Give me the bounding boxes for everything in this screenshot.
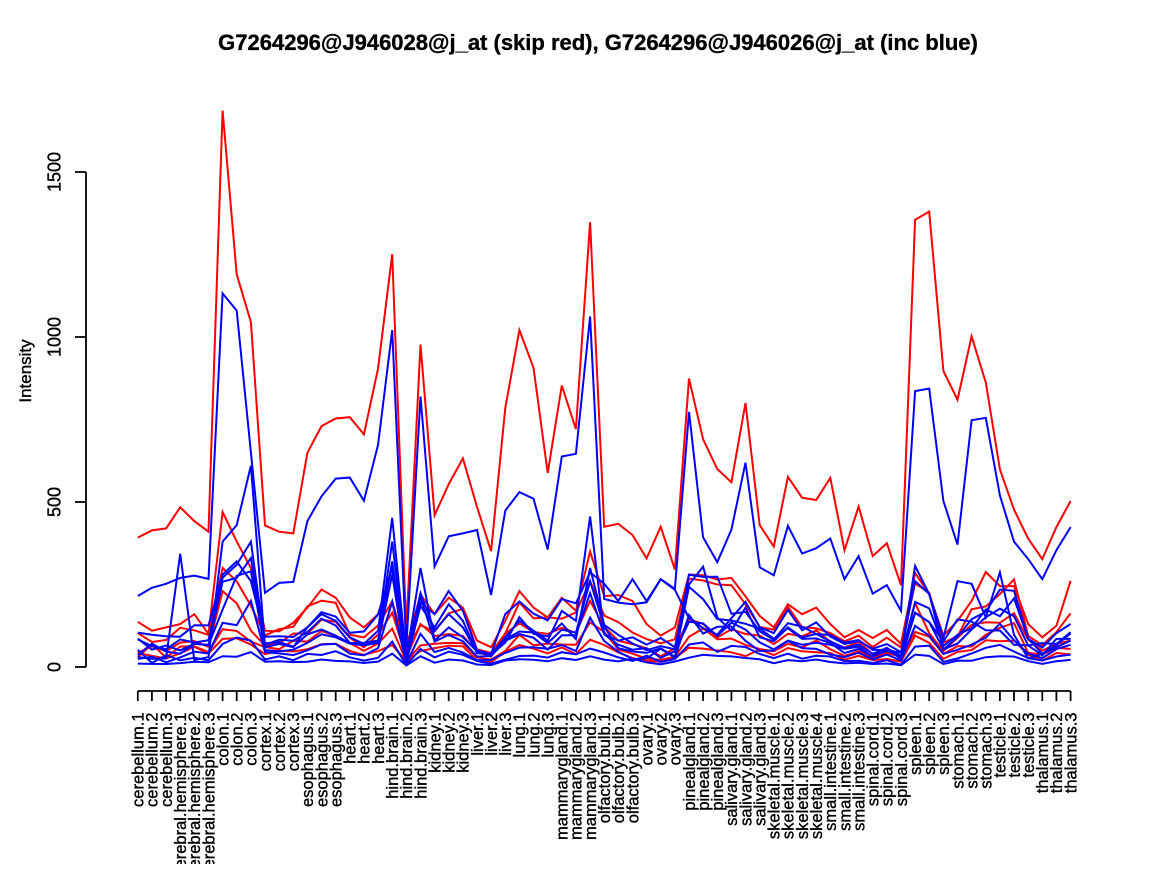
svg-text:stomach.3: stomach.3	[978, 713, 996, 789]
svg-text:kidney.2: kidney.2	[440, 713, 458, 773]
svg-text:mammarygland.2: mammarygland.2	[568, 713, 586, 840]
svg-text:hind.brain.2: hind.brain.2	[398, 713, 416, 799]
svg-text:1500: 1500	[44, 152, 64, 192]
svg-text:1000: 1000	[44, 317, 64, 357]
svg-text:lung.1: lung.1	[511, 713, 529, 758]
svg-text:mammarygland.3: mammarygland.3	[582, 713, 600, 840]
svg-text:olfactory.bulb.1: olfactory.bulb.1	[596, 713, 614, 824]
svg-text:lung.3: lung.3	[539, 713, 557, 758]
svg-text:lung.2: lung.2	[525, 713, 543, 758]
svg-text:heart.2: heart.2	[356, 713, 374, 764]
svg-text:stomach.2: stomach.2	[963, 713, 981, 789]
svg-text:cortex.1: cortex.1	[257, 713, 275, 772]
svg-text:hind.brain.1: hind.brain.1	[384, 713, 402, 799]
svg-text:liver.1: liver.1	[469, 713, 487, 756]
svg-text:esophagus.1: esophagus.1	[299, 713, 317, 808]
svg-text:small.intestine.2: small.intestine.2	[836, 713, 854, 831]
svg-text:heart.3: heart.3	[370, 713, 388, 764]
svg-text:thalamus.3: thalamus.3	[1062, 713, 1080, 794]
svg-text:500: 500	[44, 487, 64, 517]
svg-text:pinealgland.1: pinealgland.1	[681, 713, 699, 811]
svg-text:G7264296@J946028@j_at (skip re: G7264296@J946028@j_at (skip red), G72642…	[218, 30, 978, 55]
svg-text:esophagus.3: esophagus.3	[327, 713, 345, 808]
svg-text:kidney.1: kidney.1	[426, 713, 444, 773]
svg-text:cerebellum.2: cerebellum.2	[144, 713, 162, 807]
svg-text:kidney.3: kidney.3	[455, 713, 473, 773]
svg-text:cerebral.hemisphere.1: cerebral.hemisphere.1	[172, 713, 190, 865]
svg-text:small.intestine.3: small.intestine.3	[850, 713, 868, 831]
svg-text:hind.brain.3: hind.brain.3	[412, 713, 430, 799]
svg-text:spleen.2: spleen.2	[921, 713, 939, 775]
svg-text:olfactory.bulb.2: olfactory.bulb.2	[610, 713, 628, 824]
svg-text:skeletal.muscle.4: skeletal.muscle.4	[808, 713, 826, 840]
svg-text:heart.1: heart.1	[342, 713, 360, 764]
svg-text:liver.3: liver.3	[497, 713, 515, 756]
svg-text:spleen.3: spleen.3	[935, 713, 953, 775]
svg-text:testicle.1: testicle.1	[992, 713, 1010, 778]
svg-text:cortex.3: cortex.3	[285, 713, 303, 772]
svg-text:salivary.gland.1: salivary.gland.1	[723, 713, 741, 826]
svg-text:liver.2: liver.2	[483, 713, 501, 756]
svg-text:spleen.1: spleen.1	[907, 713, 925, 775]
svg-text:cerebral.hemisphere.3: cerebral.hemisphere.3	[200, 713, 218, 865]
svg-text:0: 0	[44, 662, 64, 672]
svg-text:thalamus.1: thalamus.1	[1034, 713, 1052, 794]
svg-text:skeletal.muscle.2: skeletal.muscle.2	[780, 713, 798, 840]
svg-text:ovary.1: ovary.1	[638, 713, 656, 766]
svg-text:testicle.3: testicle.3	[1020, 713, 1038, 778]
svg-text:colon.3: colon.3	[243, 713, 261, 766]
svg-text:salivary.gland.2: salivary.gland.2	[737, 713, 755, 826]
svg-text:stomach.1: stomach.1	[949, 713, 967, 789]
svg-text:cerebral.hemisphere.2: cerebral.hemisphere.2	[186, 713, 204, 865]
svg-text:pinealgland.3: pinealgland.3	[709, 713, 727, 811]
svg-text:thalamus.2: thalamus.2	[1048, 713, 1066, 794]
svg-text:mammarygland.1: mammarygland.1	[554, 713, 572, 840]
svg-text:cerebellum.3: cerebellum.3	[158, 713, 176, 807]
svg-text:Intensity: Intensity	[16, 339, 35, 403]
svg-text:salivary.gland.3: salivary.gland.3	[751, 713, 769, 826]
svg-text:esophagus.2: esophagus.2	[313, 713, 331, 808]
svg-text:spinal.cord.2: spinal.cord.2	[879, 713, 897, 807]
svg-text:spinal.cord.1: spinal.cord.1	[864, 713, 882, 807]
svg-text:cortex.2: cortex.2	[271, 713, 289, 772]
svg-text:ovary.2: ovary.2	[652, 713, 670, 766]
svg-text:cerebellum.1: cerebellum.1	[130, 713, 148, 807]
svg-text:olfactory.bulb.3: olfactory.bulb.3	[624, 713, 642, 824]
svg-text:ovary.3: ovary.3	[667, 713, 685, 766]
svg-text:spinal.cord.3: spinal.cord.3	[893, 713, 911, 807]
svg-text:skeletal.muscle.1: skeletal.muscle.1	[766, 713, 784, 840]
svg-text:pinealgland.2: pinealgland.2	[695, 713, 713, 811]
svg-text:colon.2: colon.2	[228, 713, 246, 766]
svg-text:testicle.2: testicle.2	[1006, 713, 1024, 778]
svg-text:colon.1: colon.1	[214, 713, 232, 766]
svg-text:skeletal.muscle.3: skeletal.muscle.3	[794, 713, 812, 840]
svg-text:small.intestine.1: small.intestine.1	[822, 713, 840, 831]
